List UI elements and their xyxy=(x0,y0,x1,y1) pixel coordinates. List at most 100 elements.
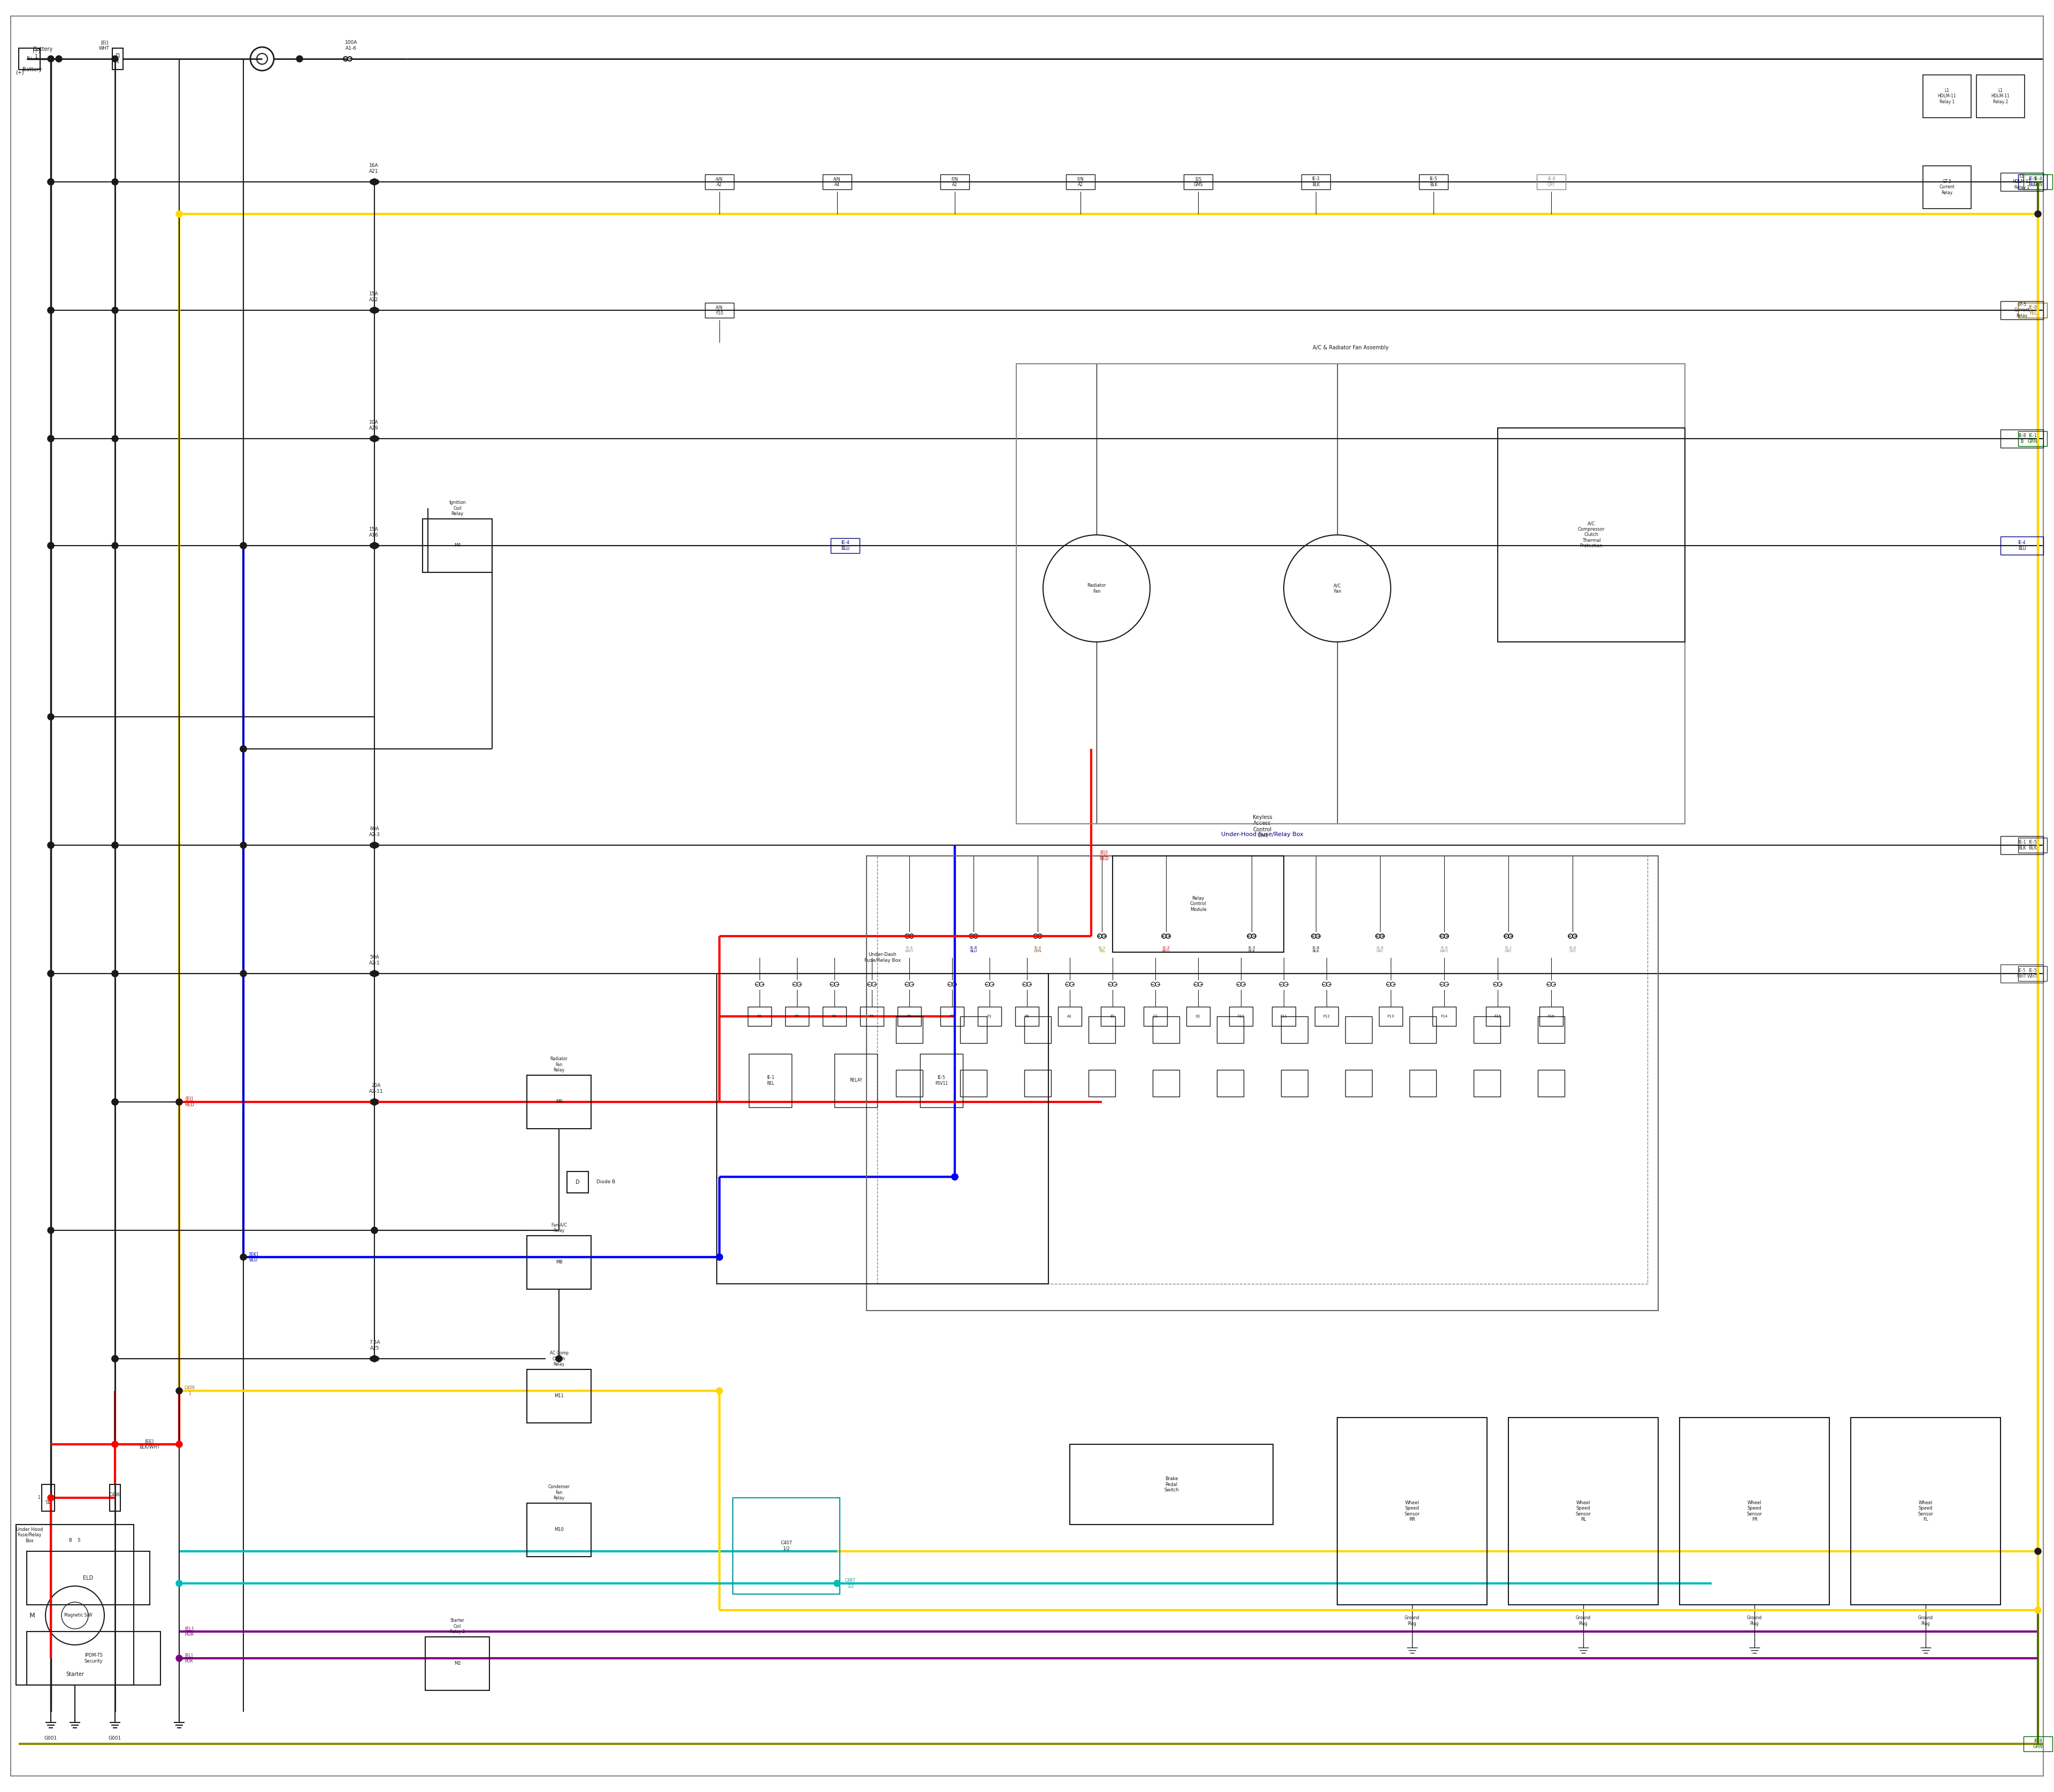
Circle shape xyxy=(372,1098,378,1106)
Text: ELD: ELD xyxy=(82,1575,92,1581)
Bar xyxy=(425,1636,489,1690)
Bar xyxy=(1282,1016,1308,1043)
Text: Starter: Starter xyxy=(66,1672,84,1677)
Circle shape xyxy=(177,1581,183,1586)
Text: [EL]
PUR: [EL] PUR xyxy=(185,1652,193,1663)
Bar xyxy=(1025,1016,1052,1043)
Text: [EE]
BLK/WHT: [EE] BLK/WHT xyxy=(140,1439,160,1450)
Text: 10A
A29: 10A A29 xyxy=(370,419,378,430)
Bar xyxy=(1473,1070,1499,1097)
Bar xyxy=(941,174,969,190)
Bar xyxy=(2019,837,2048,853)
Circle shape xyxy=(111,1098,119,1106)
Text: 1: 1 xyxy=(37,1495,41,1500)
Text: M9: M9 xyxy=(557,1100,563,1104)
Text: F12: F12 xyxy=(1323,1014,1331,1018)
Bar xyxy=(2001,536,2044,556)
Text: 15A
A22: 15A A22 xyxy=(370,292,378,303)
Text: Condenser
Fan
Relay: Condenser Fan Relay xyxy=(548,1484,569,1500)
Text: IE-1
REL: IE-1 REL xyxy=(766,1075,774,1086)
Text: 100A
A1-6: 100A A1-6 xyxy=(345,39,357,50)
Circle shape xyxy=(177,1656,183,1661)
Circle shape xyxy=(111,56,119,63)
Circle shape xyxy=(47,56,53,63)
Text: C1: C1 xyxy=(1152,1014,1158,1018)
Bar xyxy=(109,1484,121,1511)
Circle shape xyxy=(557,1355,563,1362)
Circle shape xyxy=(111,1098,119,1106)
Text: IE-5
PSV11: IE-5 PSV11 xyxy=(935,1075,947,1086)
Text: IE-8
B: IE-8 B xyxy=(2017,434,2025,444)
Text: M2: M2 xyxy=(454,1661,460,1667)
Bar xyxy=(27,1552,150,1606)
Text: Starter
Coil
Relay 2: Starter Coil Relay 2 xyxy=(450,1618,464,1634)
Bar xyxy=(2001,964,2044,982)
Text: G001: G001 xyxy=(109,1736,121,1740)
Text: IE-8
GRN: IE-8 GRN xyxy=(2033,177,2044,186)
Circle shape xyxy=(372,842,378,848)
Bar xyxy=(1409,1016,1436,1043)
Text: L1
HDLM-11
Relay 1: L1 HDLM-11 Relay 1 xyxy=(2013,174,2031,190)
Circle shape xyxy=(834,1581,840,1586)
Bar xyxy=(1337,1417,1487,1606)
Text: Ground
Plug: Ground Plug xyxy=(1746,1616,1762,1625)
Text: A1: A1 xyxy=(1068,1014,1072,1018)
Bar xyxy=(1183,174,1212,190)
Bar xyxy=(1271,1007,1296,1027)
Bar xyxy=(959,1070,986,1097)
Bar xyxy=(861,1007,883,1027)
Text: [EL]
PUR: [EL] PUR xyxy=(185,1627,193,1636)
Bar xyxy=(1378,1007,1403,1027)
Bar xyxy=(1089,1070,1115,1097)
Bar xyxy=(705,174,733,190)
Text: [EJ]
RED: [EJ] RED xyxy=(185,1097,193,1107)
Circle shape xyxy=(296,56,302,63)
Circle shape xyxy=(951,1174,957,1181)
Text: Under-Hood Fuse/Relay Box: Under-Hood Fuse/Relay Box xyxy=(1222,831,1304,837)
Text: Ground
Plug: Ground Plug xyxy=(1918,1616,1933,1625)
Text: 50A
A2-1: 50A A2-1 xyxy=(370,955,380,966)
Bar xyxy=(1419,174,1448,190)
Circle shape xyxy=(47,713,53,720)
Circle shape xyxy=(372,543,378,548)
Bar xyxy=(717,973,1048,1283)
Bar xyxy=(41,1484,55,1511)
Circle shape xyxy=(111,1355,119,1362)
Text: F13: F13 xyxy=(1386,1014,1395,1018)
Circle shape xyxy=(240,745,246,753)
Text: (+)
1: (+) 1 xyxy=(33,48,41,59)
Circle shape xyxy=(47,842,53,848)
Bar xyxy=(898,1007,920,1027)
Text: Ground
Plug: Ground Plug xyxy=(1575,1616,1592,1625)
Circle shape xyxy=(47,969,53,977)
Bar xyxy=(2023,174,2052,190)
Text: Magnetic S/W: Magnetic S/W xyxy=(64,1613,92,1618)
Circle shape xyxy=(111,306,119,314)
Text: A/N
A2: A/N A2 xyxy=(715,177,723,186)
Text: D: D xyxy=(575,1179,579,1185)
Circle shape xyxy=(111,969,119,977)
Text: Diode B: Diode B xyxy=(596,1179,616,1185)
Bar xyxy=(1066,174,1095,190)
Text: Under Hood
Fuse/Relay
Box: Under Hood Fuse/Relay Box xyxy=(16,1527,43,1543)
Circle shape xyxy=(372,1355,378,1362)
Text: C406
1: C406 1 xyxy=(109,1493,121,1503)
Bar xyxy=(1228,1007,1253,1027)
Circle shape xyxy=(47,842,53,848)
Text: GT-5
Current
Relay: GT-5 Current Relay xyxy=(2015,303,2029,319)
Text: IE-1
GRN: IE-1 GRN xyxy=(2027,434,2038,444)
Bar xyxy=(830,538,859,554)
Text: [El]
WHT: [El] WHT xyxy=(99,39,109,50)
Bar xyxy=(824,1007,846,1027)
Bar xyxy=(1025,1070,1052,1097)
Circle shape xyxy=(240,745,246,753)
Bar xyxy=(1070,1444,1273,1525)
Circle shape xyxy=(717,1254,723,1260)
Text: AC Comp
Clutch
Relay: AC Comp Clutch Relay xyxy=(550,1351,569,1367)
Text: Battery: Battery xyxy=(23,66,41,72)
Bar xyxy=(1923,167,1972,208)
Bar xyxy=(1851,1417,2001,1606)
Circle shape xyxy=(372,306,378,314)
Text: M10: M10 xyxy=(555,1527,563,1532)
Text: F16: F16 xyxy=(1549,1014,1555,1018)
